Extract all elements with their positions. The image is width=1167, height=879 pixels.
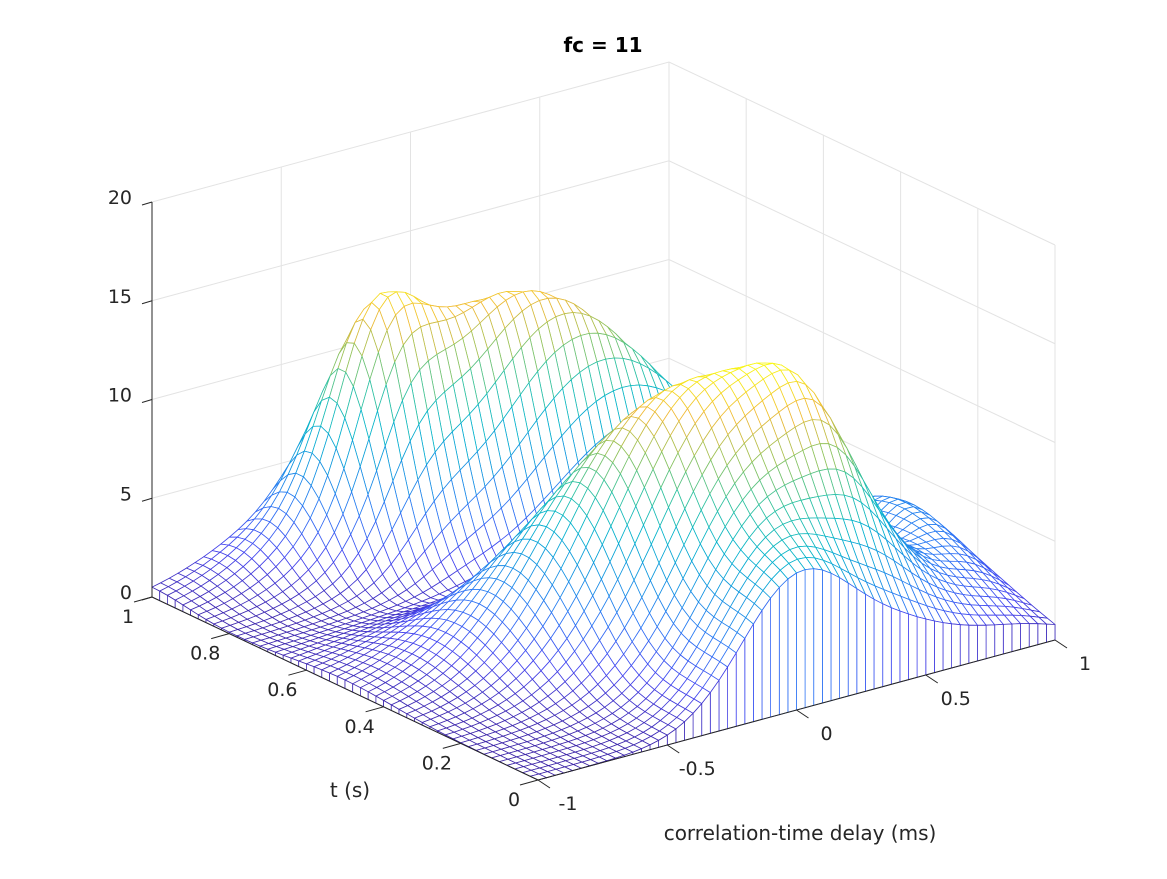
z-tick <box>141 201 153 206</box>
grid-line <box>151 61 1056 246</box>
curtain-cell <box>753 610 763 723</box>
y-tick-label: 0.8 <box>190 643 220 665</box>
x-tick-label: 1 <box>1079 653 1091 675</box>
curtain-cell <box>1011 623 1021 653</box>
curtain-cell <box>1020 623 1030 650</box>
x-tick <box>666 744 680 754</box>
y-tick-label: 0.4 <box>344 716 374 738</box>
curtain-cell <box>916 616 927 678</box>
curtain-cell <box>985 624 996 660</box>
y-tick <box>133 596 153 603</box>
z-tick-label: 15 <box>108 286 132 308</box>
curtain-cell <box>934 620 944 674</box>
curtain-cell <box>839 577 849 699</box>
curtain-cell <box>873 598 884 690</box>
z-tick-label: 0 <box>120 582 132 604</box>
y-tick-label: 0.2 <box>422 752 452 774</box>
z-tick-label: 10 <box>108 385 132 407</box>
x-tick <box>796 709 809 719</box>
y-tick-label: 1 <box>122 606 134 628</box>
x-tick <box>537 779 551 789</box>
curtain-cell <box>735 638 746 727</box>
y-tick-label: 0.6 <box>267 679 297 701</box>
x-tick-label: -0.5 <box>679 758 716 780</box>
z-tick-label: 5 <box>120 483 132 505</box>
y-tick <box>365 706 384 713</box>
z-tick <box>141 497 153 502</box>
curtain-cell <box>1028 623 1039 648</box>
curtain-cell <box>1002 623 1013 655</box>
curtain-cell <box>1046 623 1056 643</box>
x-tick <box>1054 639 1068 649</box>
y-axis-label: t (s) <box>330 778 370 802</box>
curtain-cell <box>865 593 875 692</box>
x-tick-label: 0.5 <box>941 688 971 710</box>
axes <box>133 201 1068 789</box>
x-tick-label: -1 <box>559 793 578 815</box>
curtain-cell <box>822 569 832 704</box>
x-tick-label: 0 <box>820 723 832 745</box>
curtain-cell <box>761 597 771 720</box>
chart-title: fc = 11 <box>563 33 642 57</box>
curtain-cell <box>882 603 892 688</box>
curtain-cell <box>968 624 978 664</box>
curtain-cell <box>778 578 789 716</box>
curtain-cell <box>890 607 901 685</box>
y-tick <box>211 633 230 640</box>
y-axis-line <box>151 596 539 781</box>
curtain-cell <box>977 624 987 662</box>
y-tick <box>288 669 307 676</box>
z-tick <box>141 399 153 403</box>
curtain-cell <box>813 568 823 706</box>
curtain-cell <box>744 623 754 725</box>
curtain-cell <box>727 652 737 730</box>
curtain-cell <box>1037 623 1047 646</box>
curtain-cell <box>994 624 1004 657</box>
y-tick-label: 0 <box>508 789 520 811</box>
curtain-cell <box>830 572 840 702</box>
curtain-cell <box>847 582 858 697</box>
mesh-surface <box>151 290 1056 781</box>
curtain-cell <box>942 622 952 671</box>
curtain-cell <box>796 569 806 711</box>
curtain-cell <box>908 613 918 681</box>
curtain-cell <box>925 618 935 676</box>
curtain-cell <box>856 588 866 695</box>
y-tick <box>519 779 539 786</box>
curtain-cell <box>770 587 780 718</box>
curtain-cell <box>787 572 797 713</box>
grid-line <box>151 160 1056 345</box>
y-tick <box>442 742 461 749</box>
x-axis-label: correlation-time delay (ms) <box>664 821 937 845</box>
x-tick <box>925 674 939 684</box>
curtain-cell <box>951 623 961 669</box>
z-tick-label: 20 <box>108 187 132 209</box>
curtain-cell <box>804 568 815 709</box>
tick-labels: 0 5 10 15 20 0 0.2 0.4 0.6 0.8 1 -1 -0.5 0 0.5 1 <box>108 187 1091 815</box>
z-tick <box>141 300 153 305</box>
curtain-cell <box>959 624 970 667</box>
curtain-cell <box>899 610 909 683</box>
grid-line <box>151 258 1056 443</box>
